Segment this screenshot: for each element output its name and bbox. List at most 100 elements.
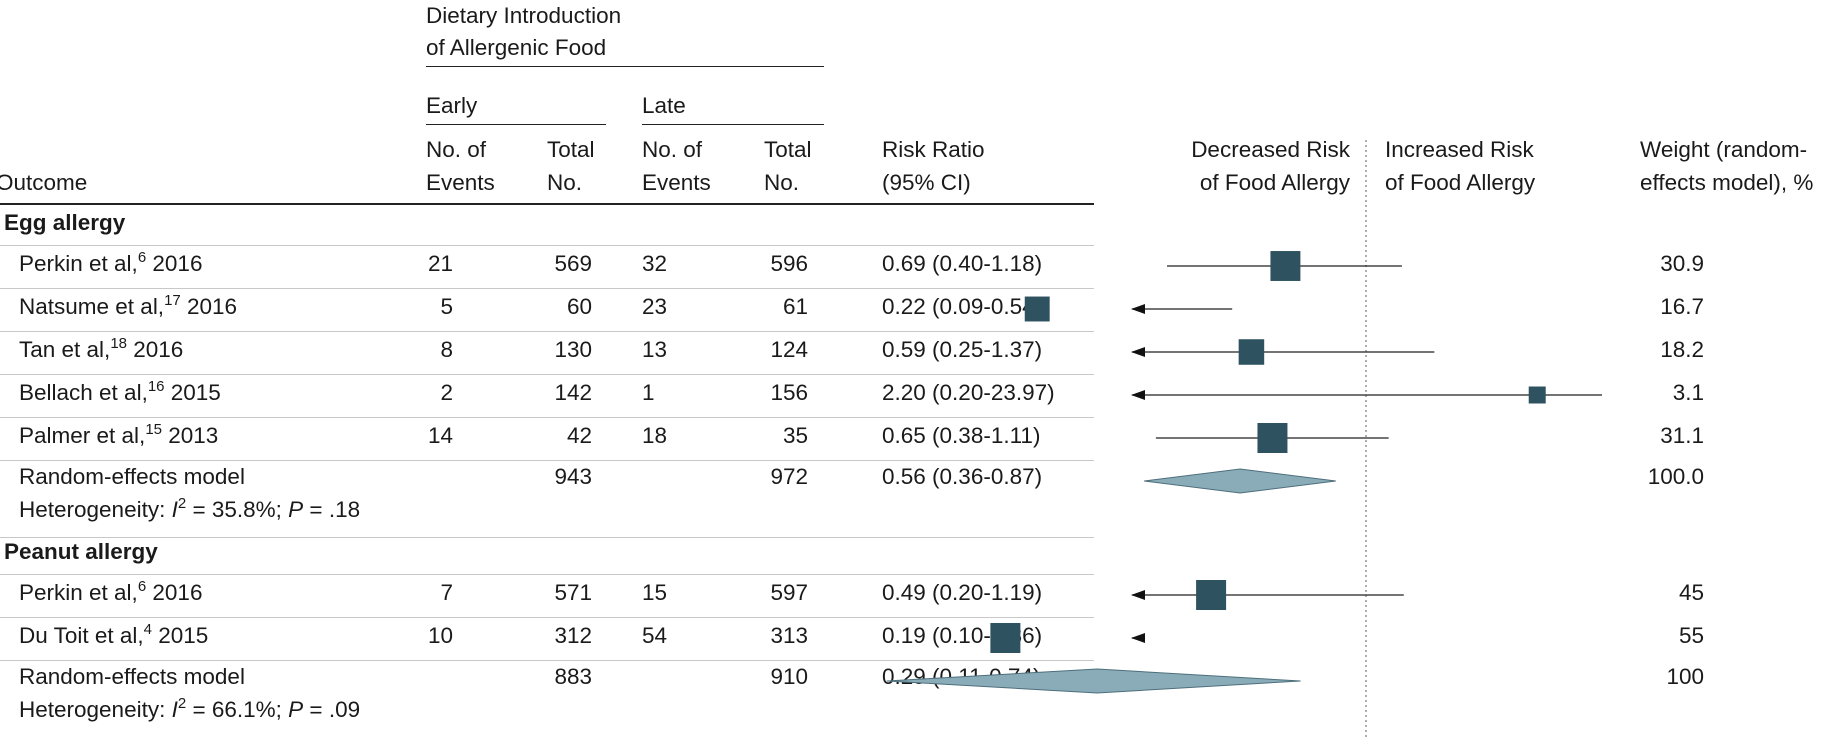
heterogeneity: Heterogeneity: I2 = 66.1%; P = .09	[19, 695, 361, 723]
row-divider	[0, 417, 1094, 418]
study-label: Perkin et al,6 2016	[19, 579, 203, 606]
early-events: 10	[427, 623, 453, 648]
late-events: 54	[642, 623, 668, 648]
early-events: 7	[440, 580, 453, 605]
early-total: 569	[554, 251, 592, 276]
pooled-label: Random-effects model	[19, 664, 245, 689]
late-total: 313	[770, 623, 808, 648]
het-i: I	[171, 697, 178, 722]
weight: 30.9	[1660, 251, 1704, 276]
header-rr-1: Risk Ratio	[882, 137, 985, 162]
weight: 18.2	[1660, 337, 1704, 362]
study-ref: 6	[137, 249, 147, 266]
header-dietary-line1: Dietary Introduction	[426, 3, 622, 28]
study-estimate-box	[1257, 423, 1288, 453]
study-estimate-box	[1270, 251, 1301, 281]
header-dietary-rule	[426, 66, 824, 67]
late-events: 15	[642, 580, 668, 605]
risk-ratio: 0.22 (0.09-0.54)	[882, 294, 1043, 319]
row-divider	[0, 288, 1094, 289]
pooled-early-total: 943	[554, 464, 592, 489]
header-late-total-2: No.	[764, 170, 800, 195]
risk-ratio: 2.20 (0.20-23.97)	[882, 380, 1055, 405]
row-divider	[0, 331, 1094, 332]
header-early-total-1: Total	[547, 137, 595, 162]
risk-ratio: 0.49 (0.20-1.19)	[882, 580, 1043, 605]
het-prefix: Heterogeneity:	[19, 697, 172, 722]
early-total: 130	[554, 337, 592, 362]
pooled-estimate-diamond	[886, 668, 1301, 694]
row-divider	[0, 460, 1094, 461]
header-late-total-1: Total	[764, 137, 812, 162]
weight: 55	[1678, 623, 1704, 648]
early-events: 21	[427, 251, 453, 276]
late-events: 13	[642, 337, 668, 362]
pooled-late-total: 972	[770, 464, 808, 489]
study-ref: 17	[164, 292, 181, 309]
study-year: 2015	[164, 380, 221, 405]
header-dietary-line2: of Allergenic Food	[426, 35, 607, 60]
study-author: Tan et al,	[19, 337, 111, 362]
study-author: Perkin et al,	[19, 251, 138, 276]
risk-ratio: 0.65 (0.38-1.11)	[882, 423, 1041, 448]
study-estimate-box	[1528, 386, 1546, 404]
het-sup: 2	[177, 695, 187, 712]
pooled-estimate-diamond	[1144, 468, 1336, 494]
study-year: 2016	[146, 580, 203, 605]
study-label: Tan et al,18 2016	[19, 335, 183, 363]
row-divider	[0, 660, 1094, 661]
risk-ratio: 0.69 (0.40-1.18)	[882, 251, 1043, 276]
early-total: 312	[554, 623, 592, 648]
pooled-risk-ratio: 0.56 (0.36-0.87)	[882, 464, 1043, 489]
late-events: 18	[642, 423, 668, 448]
late-total: 124	[770, 337, 808, 362]
study-ref: 18	[110, 335, 127, 352]
header-early: Early	[426, 93, 478, 118]
study-estimate-box	[990, 623, 1021, 653]
study-label: Du Toit et al,4 2015	[19, 621, 209, 649]
study-label: Bellach et al,16 2015	[19, 379, 221, 406]
header-weight-2: effects model), %	[1640, 170, 1814, 195]
header-outcome: Outcome	[0, 170, 88, 195]
header-early-events-1: No. of	[426, 137, 487, 162]
header-late-events-2: Events	[642, 170, 711, 195]
het-p: P	[288, 697, 304, 722]
study-year: 2013	[162, 423, 219, 448]
het-val: = 66.1%;	[186, 697, 289, 722]
row-divider	[0, 374, 1094, 375]
het-i: I	[171, 497, 178, 522]
early-total: 571	[554, 580, 592, 605]
header-bottom-rule	[0, 203, 1094, 205]
header-early-total-2: No.	[547, 170, 583, 195]
pooled-early-total: 883	[554, 664, 592, 689]
late-total: 35	[782, 423, 808, 448]
study-author: Perkin et al,	[19, 580, 138, 605]
heterogeneity: Heterogeneity: I2 = 35.8%; P = .18	[19, 496, 360, 523]
late-total: 596	[770, 251, 808, 276]
group-label: Peanut allergy	[4, 539, 158, 564]
row-divider	[0, 574, 1094, 575]
study-year: 2015	[152, 623, 209, 648]
late-total: 597	[770, 580, 808, 605]
header-increased-1: Increased Risk	[1385, 137, 1534, 162]
early-events: 14	[427, 423, 453, 448]
het-val: = 35.8%;	[186, 497, 289, 522]
study-estimate-box	[1024, 296, 1050, 322]
study-estimate-box	[1238, 339, 1265, 365]
early-events: 5	[440, 294, 453, 319]
het-pval: = .09	[303, 697, 361, 722]
pooled-weight: 100.0	[1647, 464, 1704, 489]
study-label: Natsume et al,17 2016	[19, 292, 237, 320]
early-events: 8	[440, 337, 453, 362]
weight: 31.1	[1660, 423, 1704, 448]
late-events: 1	[642, 380, 655, 405]
weight: 16.7	[1660, 294, 1704, 319]
study-author: Natsume et al,	[19, 294, 165, 319]
header-increased-2: of Food Allergy	[1385, 170, 1536, 195]
row-divider	[0, 617, 1094, 618]
study-ref: 4	[143, 621, 152, 638]
study-label: Perkin et al,6 2016	[19, 249, 202, 277]
late-total: 156	[770, 380, 808, 405]
late-events: 23	[642, 294, 668, 319]
